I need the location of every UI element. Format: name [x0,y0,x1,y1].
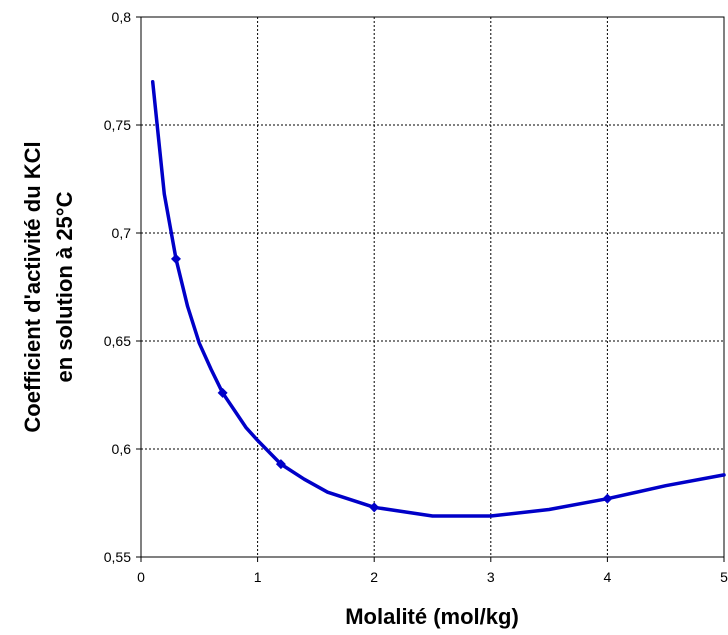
data-point-marker [170,253,181,264]
y-tick-label: 0,7 [112,225,132,241]
x-axis-label: Molalité (mol/kg) [345,604,519,629]
x-tick-label: 1 [254,569,262,585]
axis-ticks [136,16,725,562]
series-line [150,80,726,518]
y-axis-label-line-1: Coefficient d'activité du KCl [20,141,45,432]
plot-area [140,16,725,558]
x-tick-label: 0 [137,569,145,585]
x-tick-label: 3 [487,569,495,585]
y-tick-label: 0,75 [104,117,131,133]
x-tick-label: 5 [720,569,728,585]
x-tick-labels: 0 1 2 3 4 5 [137,569,728,585]
x-tick-label: 2 [370,569,378,585]
data-point-marker [602,493,613,504]
y-tick-label: 0,55 [104,549,131,565]
data-point-marker [369,502,380,513]
y-tick-label: 0,65 [104,333,131,349]
y-tick-label: 0,6 [112,441,132,457]
x-tick-label: 4 [604,569,612,585]
grid-lines [141,17,724,557]
y-tick-label: 0,8 [112,9,132,25]
y-tick-labels: 0,55 0,6 0,65 0,7 0,75 0,8 [104,9,131,565]
y-axis-label-line-2: en solution à 25°C [52,191,77,382]
series-layer [150,80,726,518]
data-point-marker [217,387,228,398]
data-point-marker [275,459,286,470]
